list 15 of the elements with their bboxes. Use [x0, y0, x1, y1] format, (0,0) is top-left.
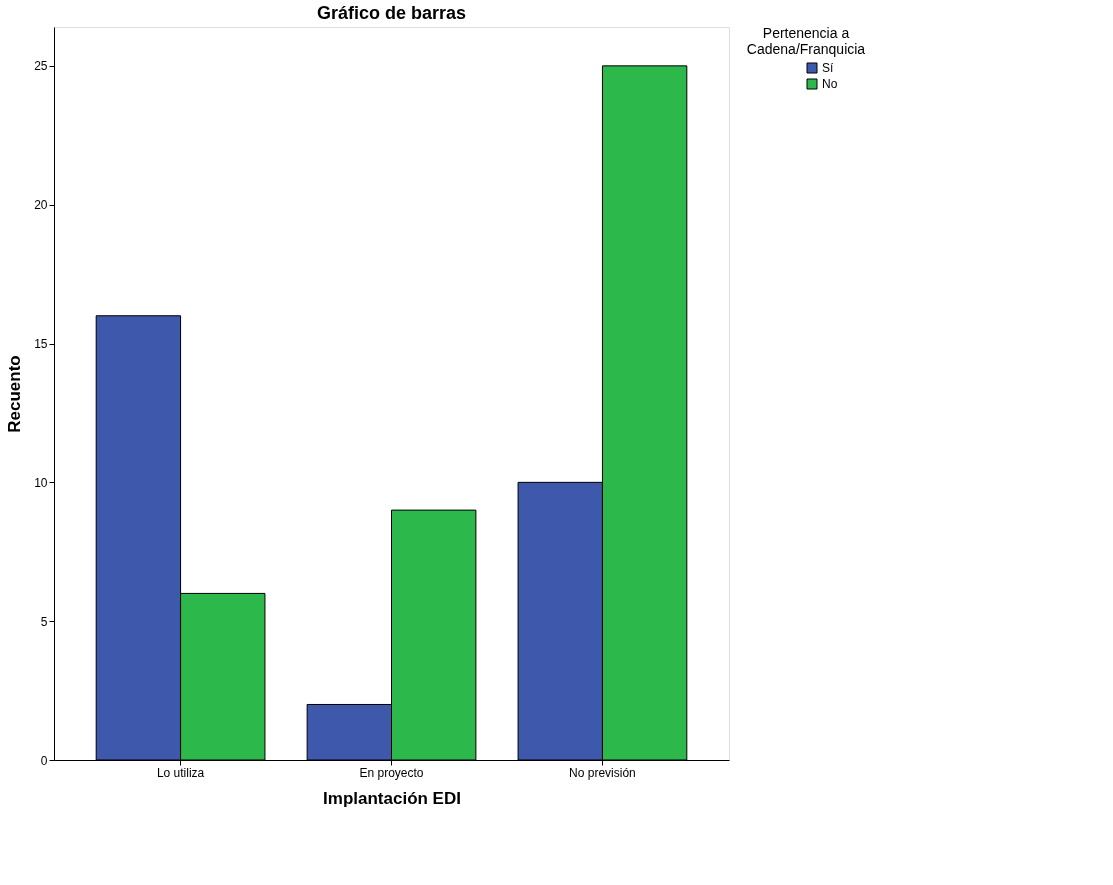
- y-tick-label: 10: [34, 475, 48, 490]
- y-tick-label: 5: [40, 614, 48, 629]
- chart-title: Gráfico de barras: [316, 3, 467, 23]
- x-axis-title: Implantación EDI: [323, 788, 461, 808]
- y-tick-label: 15: [34, 337, 48, 352]
- legend-title: Pertenencia a Cadena/Franquicia: [746, 25, 866, 57]
- x-tick-label: Lo utiliza: [156, 765, 205, 780]
- x-tick-label: En proyecto: [359, 765, 424, 780]
- y-tick-label: 0: [40, 753, 48, 768]
- x-tick-label: No previsión: [569, 765, 636, 780]
- y-axis-title: Recuento: [5, 355, 25, 433]
- y-tick-label: 20: [34, 198, 48, 213]
- legend-label: Sí: [822, 61, 834, 75]
- legend-label: No: [822, 77, 838, 91]
- y-tick-label: 25: [34, 59, 48, 74]
